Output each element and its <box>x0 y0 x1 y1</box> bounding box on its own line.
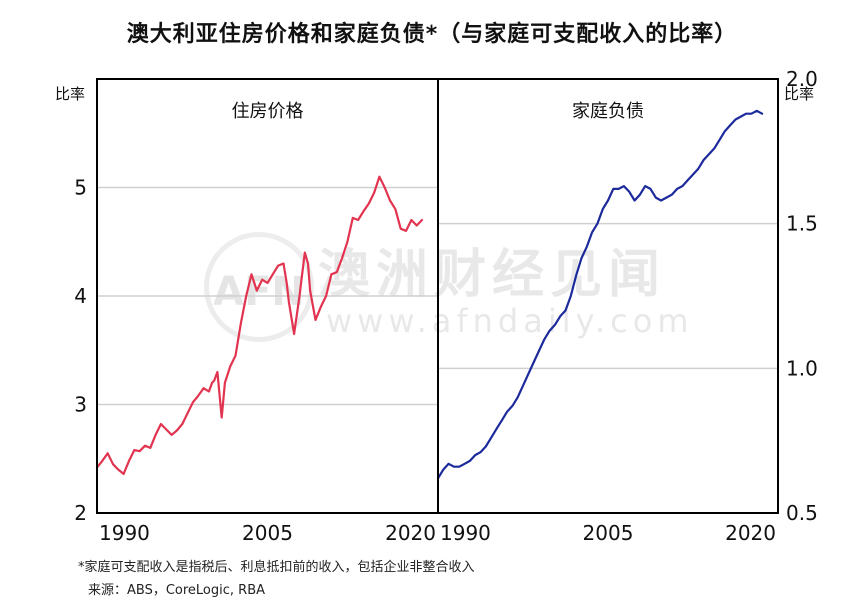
y-tick-label-0-0: 2 <box>74 501 87 525</box>
y-tick-label-0-2: 4 <box>74 284 87 308</box>
y-tick-label-0-1: 3 <box>74 393 87 417</box>
x-tick-label-0-0: 1990 <box>99 521 150 545</box>
y-axis-label-1: 比率 <box>784 85 814 103</box>
afn-logo-watermark: AFN <box>204 232 314 342</box>
panel-title-0: 住房价格 <box>232 101 304 122</box>
watermark-url: www.afndaily.com <box>326 302 694 340</box>
y-tick-label-1-1: 1.0 <box>786 356 818 380</box>
x-tick-label-1-2: 2020 <box>725 521 776 545</box>
source-note: 来源：ABS，CoreLogic, RBA <box>88 583 266 598</box>
y-axis-label-0: 比率 <box>55 85 85 103</box>
x-tick-label-1-0: 1990 <box>440 521 491 545</box>
series-line-1-0 <box>436 109 764 480</box>
watermark-name: 澳洲财经见闻 <box>318 245 667 305</box>
y-tick-label-1-0: 0.5 <box>786 501 818 525</box>
footnote: *家庭可支配收入是指税后、利息抵扣前的收入，包括企业非整合收入 <box>78 560 475 575</box>
y-tick-label-1-2: 1.5 <box>786 212 818 236</box>
y-tick-label-0-3: 5 <box>74 176 87 200</box>
x-tick-label-0-1: 2005 <box>242 521 293 545</box>
x-tick-label-0-2: 2020 <box>385 521 436 545</box>
chart-title: 澳大利亚住房价格和家庭负债*（与家庭可支配收入的比率） <box>126 22 738 47</box>
series-line-0-0 <box>95 175 424 475</box>
y-tick-label-1-3: 2.0 <box>786 67 818 91</box>
x-tick-label-1-1: 2005 <box>583 521 634 545</box>
panel-title-1: 家庭负债 <box>572 101 644 122</box>
